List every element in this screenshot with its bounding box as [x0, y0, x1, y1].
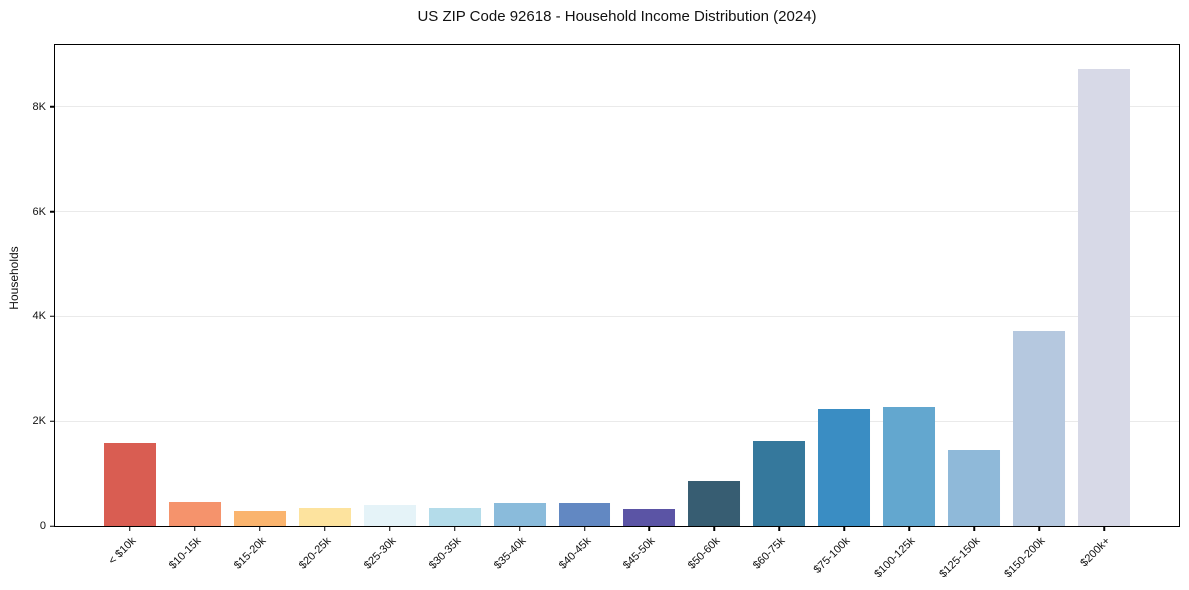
y-tick-mark [50, 315, 55, 318]
x-tick-label: $40-45k [556, 535, 593, 572]
bar-35-40k [493, 502, 546, 526]
gridline [55, 106, 1179, 108]
x-tick-mark [583, 526, 586, 531]
x-tick-mark [973, 526, 976, 531]
x-tick-mark [518, 526, 521, 531]
x-tick-mark [193, 526, 196, 531]
y-axis-label: Households [7, 246, 21, 310]
x-tick-label: $25-30k [361, 535, 399, 572]
x-tick-mark [908, 526, 911, 531]
gridline [55, 315, 1179, 317]
x-tick-mark [453, 526, 456, 531]
x-tick-label: $125-150k [937, 535, 983, 581]
x-tick-mark [648, 526, 651, 531]
plot-area: 0 2K 4K 6K 8K < $10k $10-15k $15-20k $20-25k $25-… [33, 44, 1180, 580]
x-tick-mark [1038, 526, 1041, 531]
x-tick-mark [778, 526, 781, 531]
bar-10k [103, 443, 156, 526]
bar-125-150k [948, 450, 1001, 526]
x-tick-label: $15-20k [231, 535, 269, 572]
gridline [55, 211, 1179, 213]
x-tick-label: $20-25k [296, 535, 334, 572]
bar-10-15k [168, 501, 221, 526]
y-tick-label: 8K [32, 100, 46, 113]
x-tick-label: $30-35k [426, 535, 464, 572]
y-tick-label: 6K [32, 205, 46, 218]
x-tick-label: $35-40k [491, 535, 529, 572]
y-tick-mark [50, 210, 55, 213]
x-tick-mark [843, 526, 846, 531]
bar-45-50k [623, 509, 676, 526]
x-tick-mark [128, 526, 131, 531]
x-tick-mark [713, 526, 716, 531]
y-tick-label: 2K [32, 415, 46, 428]
x-tick-label: $150-200k [1002, 535, 1048, 581]
x-tick-label: $200k+ [1078, 535, 1113, 570]
x-tick-mark [1103, 526, 1106, 531]
y-tick-label: 0 [39, 520, 46, 532]
x-tick-mark [258, 526, 261, 531]
x-tick-label: $60-75k [751, 535, 788, 572]
x-tick-label: $75-100k [811, 535, 853, 576]
bar-150-200k [1013, 330, 1066, 526]
y-tick-mark [50, 420, 55, 422]
x-tick-label: $100-125k [872, 535, 918, 581]
y-tick-label: 4K [32, 310, 46, 323]
chart-title: US ZIP Code 92618 - Household Income Dis… [417, 8, 817, 25]
bar-60-75k [753, 440, 806, 526]
bar-20-25k [298, 508, 351, 526]
x-tick-label: $50-60k [686, 535, 723, 572]
bar-200k [1078, 69, 1131, 526]
bar-30-35k [428, 507, 481, 526]
x-tick-label: $10-15k [166, 535, 204, 572]
bar-75-100k [818, 409, 871, 526]
x-tick-mark [388, 526, 391, 531]
y-tick-mark [50, 525, 55, 527]
x-tick-label: < $10k [106, 535, 139, 568]
x-tick-label: $45-50k [621, 535, 658, 572]
bar-100-125k [883, 406, 936, 526]
bar-50-60k [688, 481, 741, 526]
y-tick-mark [50, 106, 55, 108]
gridline [55, 420, 1179, 422]
x-tick-mark [323, 526, 326, 531]
bar-25-30k [363, 504, 416, 526]
bar-40-45k [558, 502, 611, 526]
bar-15-20k [233, 510, 286, 526]
